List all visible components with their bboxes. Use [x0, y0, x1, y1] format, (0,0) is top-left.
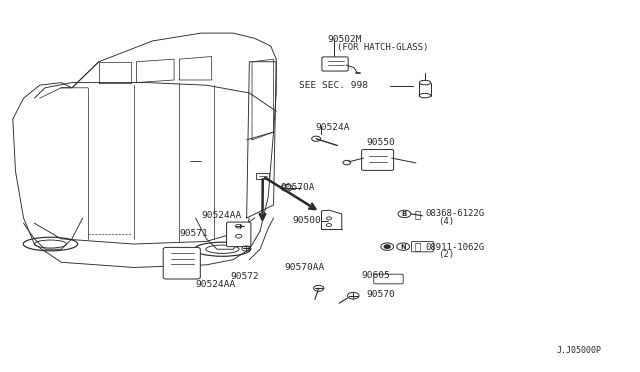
- Text: 90524AA: 90524AA: [201, 211, 241, 220]
- Text: 90524A: 90524A: [315, 123, 349, 132]
- Text: Ⓝ: Ⓝ: [415, 242, 421, 251]
- Text: 90570AA: 90570AA: [285, 263, 325, 272]
- Text: 90500: 90500: [292, 216, 321, 225]
- Text: J.J05000P: J.J05000P: [557, 346, 602, 355]
- Text: 90570A: 90570A: [280, 183, 315, 192]
- FancyBboxPatch shape: [412, 241, 433, 252]
- FancyBboxPatch shape: [227, 222, 251, 247]
- Text: 90570: 90570: [366, 290, 395, 299]
- Text: 90571: 90571: [179, 229, 208, 238]
- Text: (2): (2): [438, 250, 454, 259]
- Text: B: B: [402, 211, 407, 217]
- Circle shape: [384, 245, 390, 248]
- Text: 90550: 90550: [367, 138, 396, 147]
- FancyBboxPatch shape: [362, 150, 394, 170]
- FancyBboxPatch shape: [163, 247, 200, 279]
- Text: (FOR HATCH-GLASS): (FOR HATCH-GLASS): [337, 43, 429, 52]
- Text: 90605: 90605: [362, 271, 390, 280]
- Text: SEE SEC. 998: SEE SEC. 998: [299, 81, 368, 90]
- Text: 90502M: 90502M: [328, 35, 362, 44]
- Text: 90524AA: 90524AA: [195, 280, 236, 289]
- Text: (4): (4): [438, 217, 454, 226]
- Text: N: N: [401, 244, 406, 250]
- Text: Ⓑ: Ⓑ: [415, 209, 421, 219]
- FancyBboxPatch shape: [374, 274, 403, 284]
- FancyBboxPatch shape: [257, 173, 269, 179]
- Text: 08911-1062G: 08911-1062G: [426, 243, 484, 252]
- Text: 90572: 90572: [230, 272, 259, 280]
- FancyBboxPatch shape: [322, 57, 348, 71]
- Text: 08368-6122G: 08368-6122G: [426, 209, 484, 218]
